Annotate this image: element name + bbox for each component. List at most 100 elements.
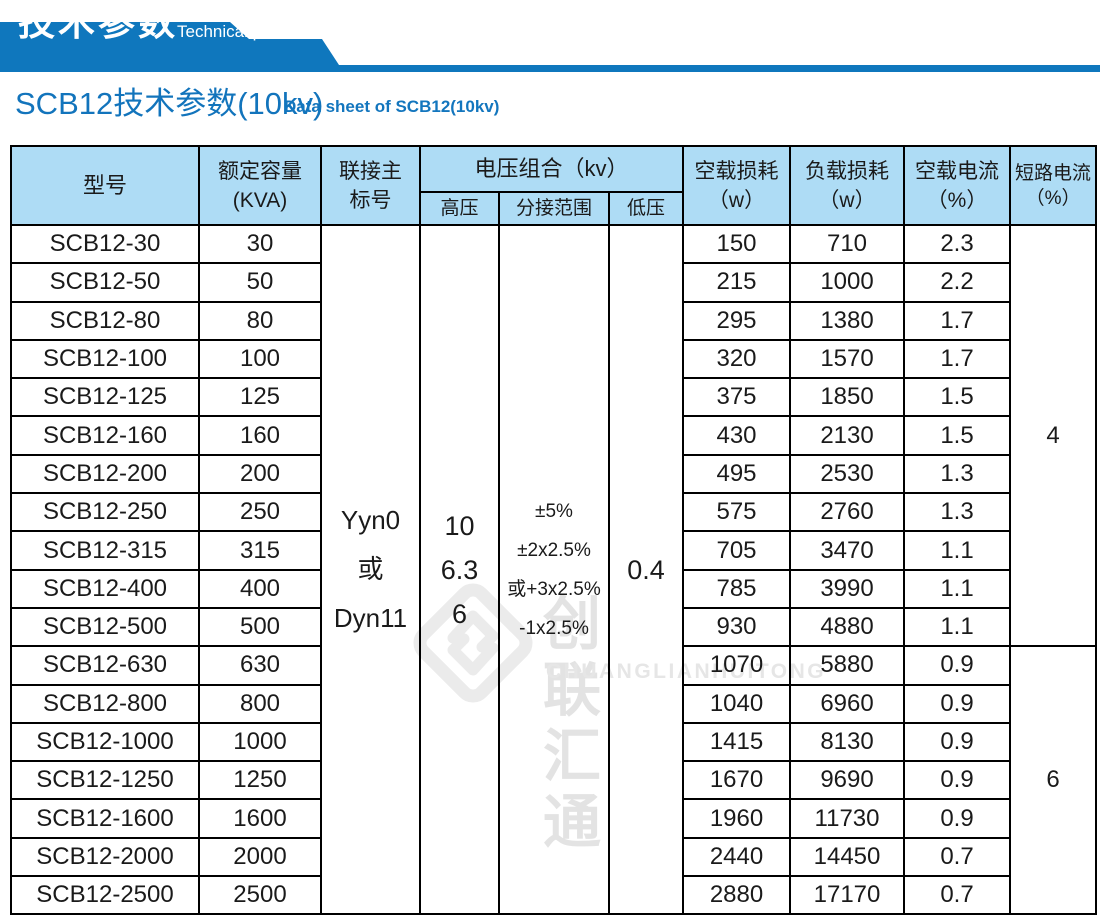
load-loss-cell: 2760 (789, 492, 906, 533)
no-load-loss-cell: 430 (682, 415, 792, 456)
model-cell: SCB12-250 (10, 492, 200, 533)
table-row: SCB12-1250 1250 1670 9690 0.9 (10, 760, 1096, 801)
no-load-loss-cell: 320 (682, 338, 792, 380)
lv-cell: 0.4 (607, 223, 685, 916)
model-cell: SCB12-30 (10, 223, 200, 265)
hv-cell: 10 6.3 6 (419, 223, 500, 916)
spec-table: 型号 额定容量 (KVA) 联接主 标号 电压组合（kv） 空载损耗 （w） 负… (10, 145, 1098, 916)
no-load-current-cell: 0.9 (903, 798, 1012, 839)
text-line: Dyn11 (333, 603, 408, 634)
no-load-current-cell: 0.9 (903, 645, 1012, 686)
load-loss-cell: 4880 (789, 606, 906, 648)
no-load-loss-cell: 2440 (682, 836, 792, 878)
no-load-current-cell: 0.7 (903, 836, 1012, 878)
load-loss-cell: 6960 (789, 683, 906, 724)
kva-cell: 2500 (198, 875, 322, 916)
model-cell: SCB12-315 (10, 530, 200, 571)
load-loss-cell: 3470 (789, 530, 906, 571)
table-row: SCB12-125 125 375 1850 1.5 (10, 377, 1096, 418)
table-row: SCB12-50 50 215 1000 2.2 (10, 262, 1096, 303)
no-load-current-cell: 0.7 (903, 875, 1012, 916)
table-row: SCB12-630 630 1070 5880 0.9 6 (10, 645, 1098, 916)
no-load-current-cell: 1.7 (903, 338, 1012, 380)
no-load-current-cell: 1.3 (903, 492, 1012, 533)
no-load-loss-cell: 375 (682, 377, 792, 418)
kva-cell: 2000 (198, 836, 322, 878)
table-row: SCB12-2000 2000 2440 14450 0.7 (10, 836, 1096, 878)
header-hv: 高压 (419, 191, 500, 226)
no-load-current-cell: 1.1 (903, 606, 1012, 648)
model-cell: SCB12-400 (10, 568, 200, 609)
table-row: SCB12-30 30 Yyn0 或 Dyn11 10 6.3 6 ±5% ±2x2.5% 或+3x… (10, 223, 1098, 916)
no-load-current-cell: 0.9 (903, 760, 1012, 801)
section-title: SCB12技术参数(10kv) (15, 86, 324, 121)
header-model: 型号 (10, 145, 200, 226)
kva-cell: 1600 (198, 798, 322, 839)
model-cell: SCB12-50 (10, 262, 200, 303)
no-load-current-cell: 1.1 (903, 530, 1012, 571)
model-cell: SCB12-100 (10, 338, 200, 380)
kva-cell: 630 (198, 645, 322, 686)
model-cell: SCB12-500 (10, 606, 200, 648)
header-no-load-current: 空载电流 （%） (903, 145, 1012, 226)
model-cell: SCB12-630 (10, 645, 200, 686)
kva-cell: 200 (198, 453, 322, 495)
table-row: SCB12-400 400 785 3990 1.1 (10, 568, 1096, 609)
table-row: SCB12-1600 1600 1960 11730 0.9 (10, 798, 1096, 839)
load-loss-cell: 1000 (789, 262, 906, 303)
load-loss-cell: 3990 (789, 568, 906, 609)
kva-cell: 315 (198, 530, 322, 571)
text-line: 6 (451, 598, 468, 629)
model-cell: SCB12-1000 (10, 721, 200, 763)
model-cell: SCB12-160 (10, 415, 200, 456)
no-load-loss-cell: 1040 (682, 683, 792, 724)
kva-cell: 100 (198, 338, 322, 380)
model-cell: SCB12-800 (10, 683, 200, 724)
section-subtitle: Data sheet of SCB12(10kv) (284, 97, 500, 116)
banner-title: 技术参数 (18, 2, 178, 43)
table-row: SCB12-315 315 705 3470 1.1 (10, 530, 1096, 571)
table-row: SCB12-200 200 495 2530 1.3 (10, 453, 1096, 495)
load-loss-cell: 14450 (789, 836, 906, 878)
header-row-1: 型号 额定容量 (KVA) 联接主 标号 电压组合（kv） 空载损耗 （w） 负… (10, 145, 1098, 226)
table-row: SCB12-250 250 575 2760 1.3 (10, 492, 1096, 533)
no-load-loss-cell: 1070 (682, 645, 792, 686)
model-cell: SCB12-1250 (10, 760, 200, 801)
no-load-loss-cell: 930 (682, 606, 792, 648)
header-tap: 分接范围 (498, 191, 610, 226)
kva-cell: 30 (198, 223, 322, 265)
no-load-loss-cell: 295 (682, 300, 792, 341)
header-lv: 低压 (607, 191, 685, 226)
model-cell: SCB12-200 (10, 453, 200, 495)
short-circuit-value-cell: 4 (1009, 223, 1098, 648)
no-load-current-cell: 1.5 (903, 377, 1012, 418)
kva-cell: 80 (198, 300, 322, 341)
no-load-current-cell: 1.5 (903, 415, 1012, 456)
no-load-loss-cell: 575 (682, 492, 792, 533)
no-load-current-cell: 2.3 (903, 223, 1012, 265)
text-line: 或 (357, 554, 384, 585)
text-line: ±2x2.5% (517, 539, 591, 561)
tap-range-cell: ±5% ±2x2.5% 或+3x2.5% -1x2.5% (498, 223, 610, 916)
model-cell: SCB12-80 (10, 300, 200, 341)
banner-subtitle: Technical parameter (177, 22, 331, 41)
table-row: SCB12-80 80 295 1380 1.7 (10, 300, 1096, 341)
text-line: ±5% (535, 500, 573, 522)
load-loss-cell: 1850 (789, 377, 906, 418)
load-loss-cell: 9690 (789, 760, 906, 801)
kva-cell: 500 (198, 606, 322, 648)
kva-cell: 250 (198, 492, 322, 533)
header-short-circuit: 短路电流 （%） (1009, 145, 1098, 226)
kva-cell: 1000 (198, 721, 322, 763)
kva-cell: 1250 (198, 760, 322, 801)
no-load-current-cell: 0.9 (903, 683, 1012, 724)
model-cell: SCB12-1600 (10, 798, 200, 839)
no-load-loss-cell: 705 (682, 530, 792, 571)
load-loss-cell: 1380 (789, 300, 906, 341)
table-body: SCB12-30 30 Yyn0 或 Dyn11 10 6.3 6 ±5% ±2x2.5% 或+3x… (10, 223, 1098, 916)
connection-cell: Yyn0 或 Dyn11 (320, 223, 421, 916)
header-voltage-group: 电压组合（kv） (418, 145, 685, 193)
load-loss-cell: 17170 (789, 875, 906, 916)
model-cell: SCB12-2500 (10, 875, 200, 916)
